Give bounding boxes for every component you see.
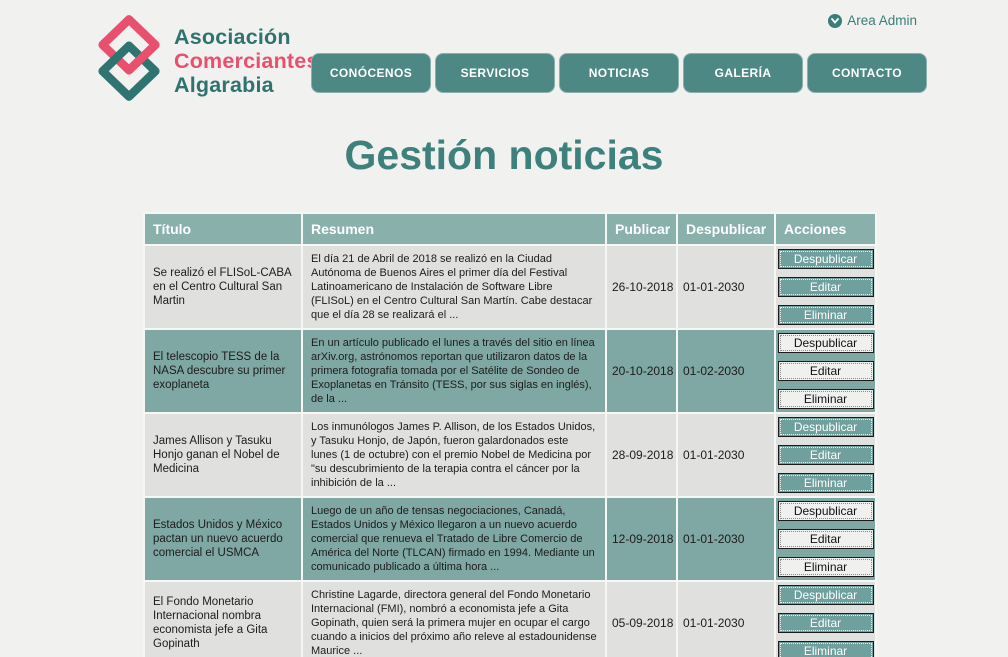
publish-date: 20-10-2018 bbox=[605, 328, 678, 414]
nav-item-conocenos[interactable]: CONÓCENOS bbox=[311, 53, 431, 93]
brand-name: Asociación Comerciantes Algarabia bbox=[174, 25, 319, 97]
news-summary: Christine Lagarde, directora general del… bbox=[301, 580, 607, 657]
news-summary: En un artículo publicado el lunes a trav… bbox=[301, 328, 607, 414]
brand-line-3: Algarabia bbox=[174, 72, 274, 97]
publish-date: 28-09-2018 bbox=[605, 412, 678, 498]
table-row: James Allison y Tasuku Honjo ganan el No… bbox=[143, 412, 877, 498]
row-actions: Despublicar Editar Eliminar bbox=[777, 333, 874, 409]
header-titulo: Título bbox=[143, 212, 303, 246]
brand-line-1: Asociación bbox=[174, 24, 291, 49]
table-row: Estados Unidos y México pactan un nuevo … bbox=[143, 496, 877, 582]
unpublish-date: 01-01-2030 bbox=[676, 412, 776, 498]
news-summary: Luego de un año de tensas negociaciones,… bbox=[301, 496, 607, 582]
nav-item-contacto[interactable]: CONTACTO bbox=[807, 53, 927, 93]
editar-button[interactable]: Editar bbox=[777, 445, 874, 465]
news-title: James Allison y Tasuku Honjo ganan el No… bbox=[143, 412, 303, 498]
news-title: El Fondo Monetario Internacional nombra … bbox=[143, 580, 303, 657]
page-title: Gestión noticias bbox=[344, 132, 664, 178]
despublicar-button[interactable]: Despublicar bbox=[777, 333, 874, 353]
header-publicar: Publicar bbox=[605, 212, 678, 246]
editar-button[interactable]: Editar bbox=[777, 529, 874, 549]
nav-item-servicios[interactable]: SERVICIOS bbox=[435, 53, 555, 93]
news-summary: Los inmunólogos James P. Allison, de los… bbox=[301, 412, 607, 498]
eliminar-button[interactable]: Eliminar bbox=[777, 473, 874, 493]
table-row: El telescopio TESS de la NASA descubre s… bbox=[143, 328, 877, 414]
news-summary: El día 21 de Abril de 2018 se realizó en… bbox=[301, 244, 607, 330]
nav-item-galeria[interactable]: GALERÍA bbox=[683, 53, 803, 93]
header-acciones: Acciones bbox=[774, 212, 877, 246]
chevron-down-circle-icon bbox=[828, 13, 843, 28]
despublicar-button[interactable]: Despublicar bbox=[777, 417, 874, 437]
news-title: Se realizó el FLISoL-CABA en el Centro C… bbox=[143, 244, 303, 330]
unpublish-date: 01-01-2030 bbox=[676, 580, 776, 657]
interlocked-diamonds-logo-icon bbox=[97, 14, 161, 107]
brand-line-2: Comerciantes bbox=[174, 48, 319, 73]
table-row: Se realizó el FLISoL-CABA en el Centro C… bbox=[143, 244, 877, 330]
table-header-row: Título Resumen Publicar Despublicar Acci… bbox=[143, 212, 877, 246]
unpublish-date: 01-01-2030 bbox=[676, 244, 776, 330]
despublicar-button[interactable]: Despublicar bbox=[777, 249, 874, 269]
eliminar-button[interactable]: Eliminar bbox=[777, 641, 874, 657]
publish-date: 05-09-2018 bbox=[605, 580, 678, 657]
publish-date: 26-10-2018 bbox=[605, 244, 678, 330]
area-admin-label: Area Admin bbox=[847, 13, 917, 28]
news-title: Estados Unidos y México pactan un nuevo … bbox=[143, 496, 303, 582]
row-actions: Despublicar Editar Eliminar bbox=[777, 585, 874, 657]
table-row: El Fondo Monetario Internacional nombra … bbox=[143, 580, 877, 657]
row-actions: Despublicar Editar Eliminar bbox=[777, 501, 874, 577]
header-resumen: Resumen bbox=[301, 212, 607, 246]
unpublish-date: 01-02-2030 bbox=[676, 328, 776, 414]
despublicar-button[interactable]: Despublicar bbox=[777, 501, 874, 521]
publish-date: 12-09-2018 bbox=[605, 496, 678, 582]
news-title: El telescopio TESS de la NASA descubre s… bbox=[143, 328, 303, 414]
row-actions: Despublicar Editar Eliminar bbox=[777, 249, 874, 325]
news-table: Título Resumen Publicar Despublicar Acci… bbox=[143, 212, 877, 657]
eliminar-button[interactable]: Eliminar bbox=[777, 557, 874, 577]
editar-button[interactable]: Editar bbox=[777, 361, 874, 381]
header-despublicar: Despublicar bbox=[676, 212, 776, 246]
eliminar-button[interactable]: Eliminar bbox=[777, 389, 874, 409]
unpublish-date: 01-01-2030 bbox=[676, 496, 776, 582]
nav-item-noticias[interactable]: NOTICIAS bbox=[559, 53, 679, 93]
area-admin-menu[interactable]: Area Admin bbox=[828, 13, 917, 28]
main-nav: CONÓCENOS SERVICIOS NOTICIAS GALERÍA CON… bbox=[311, 53, 927, 93]
despublicar-button[interactable]: Despublicar bbox=[777, 585, 874, 605]
brand-logo[interactable]: Asociación Comerciantes Algarabia bbox=[97, 14, 319, 107]
row-actions: Despublicar Editar Eliminar bbox=[777, 417, 874, 493]
editar-button[interactable]: Editar bbox=[777, 613, 874, 633]
eliminar-button[interactable]: Eliminar bbox=[777, 305, 874, 325]
editar-button[interactable]: Editar bbox=[777, 277, 874, 297]
